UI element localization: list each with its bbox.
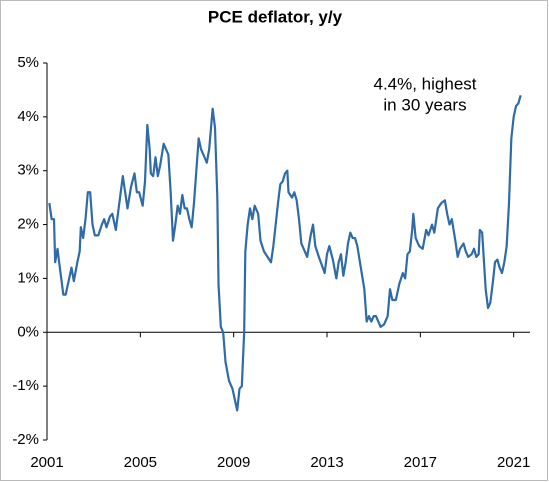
x-tick-label: 2021 — [497, 454, 530, 471]
chart-title: PCE deflator, y/y — [208, 7, 343, 26]
y-tick-label: 0% — [17, 323, 39, 340]
data-line — [48, 95, 522, 412]
annotation: 4.4%, highest — [373, 74, 476, 93]
y-tick-label: 4% — [17, 108, 39, 125]
y-tick-label: -1% — [12, 377, 39, 394]
y-tick-label: 5% — [17, 54, 39, 71]
y-tick-label: 1% — [17, 269, 39, 286]
y-tick-label: 3% — [17, 162, 39, 179]
annotation: in 30 years — [383, 95, 466, 114]
y-tick-label: -2% — [12, 431, 39, 448]
x-tick-label: 2005 — [124, 454, 157, 471]
x-tick-label: 2013 — [310, 454, 343, 471]
x-tick-label: 2009 — [217, 454, 250, 471]
x-tick-label: 2001 — [30, 454, 63, 471]
y-tick-label: 2% — [17, 216, 39, 233]
x-tick-label: 2017 — [404, 454, 437, 471]
